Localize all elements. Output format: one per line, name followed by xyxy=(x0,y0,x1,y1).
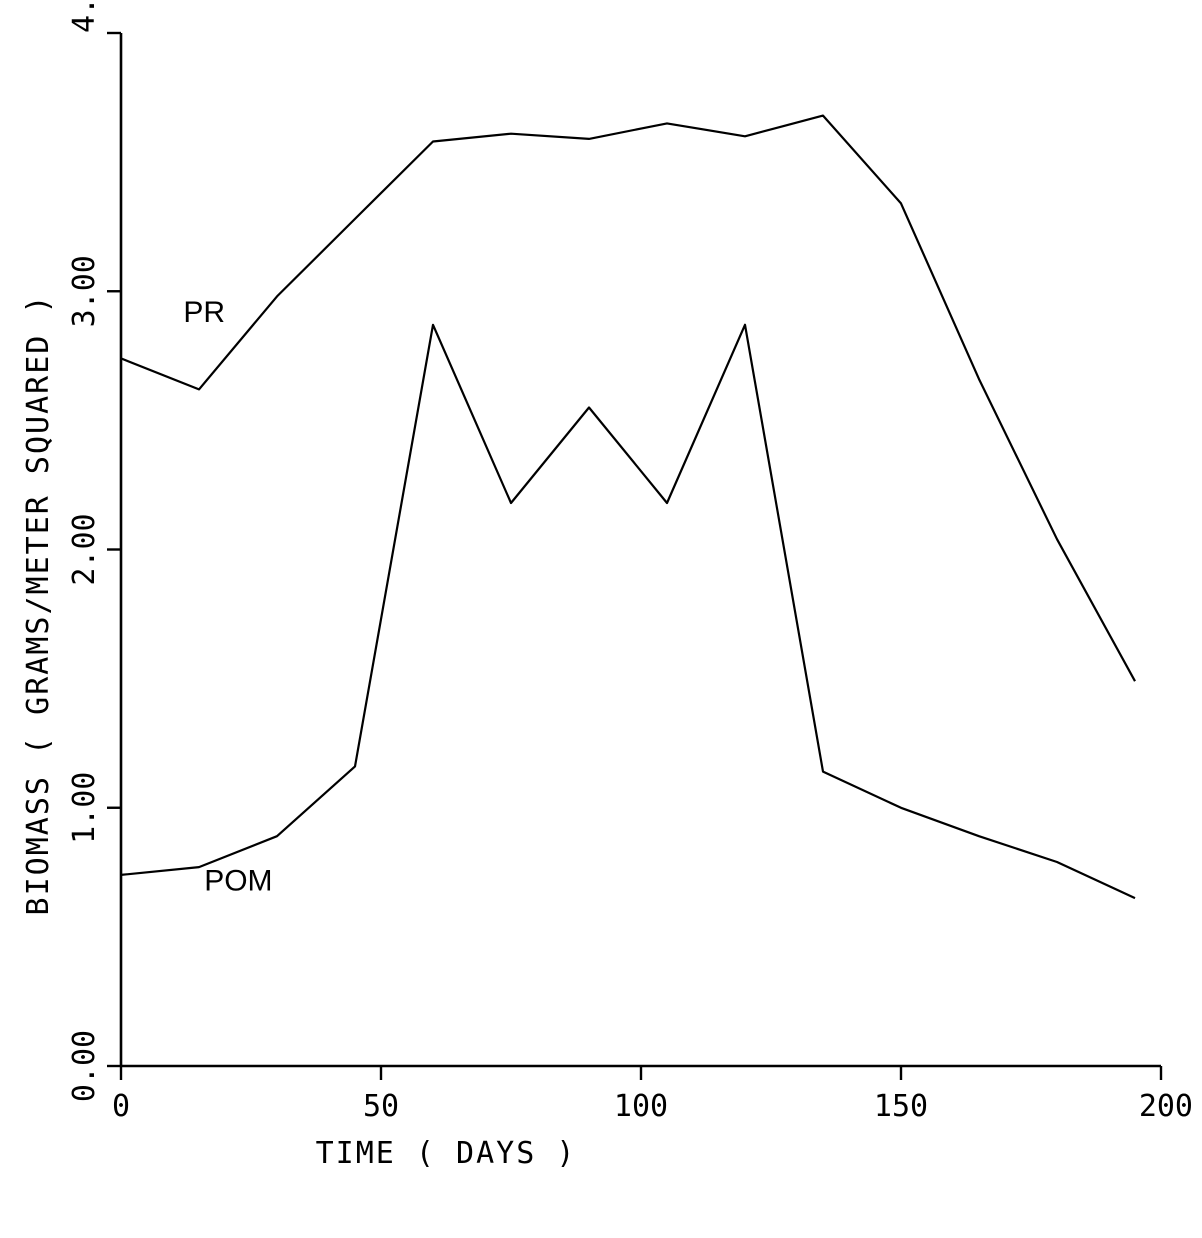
x-tick-label: 100 xyxy=(614,1089,668,1124)
series-label-pom: POM xyxy=(204,864,272,897)
series-line-pr xyxy=(120,114,1136,682)
y-axis-title: BIOMASS ( GRAMS/METER SQUARED ) xyxy=(21,294,56,916)
x-tick-label: 0 xyxy=(112,1089,130,1124)
y-tick-label: 1.00 xyxy=(67,772,102,844)
y-ticks: 0.00 1.00 2.00 3.00 4.00 xyxy=(67,0,121,1102)
x-tick-label: 200 xyxy=(1139,1089,1193,1124)
y-tick-label: 0.00 xyxy=(67,1030,102,1102)
y-tick-label: 4.00 xyxy=(67,0,102,33)
x-ticks: 0 50 100 150 200 xyxy=(112,1066,1193,1124)
series-group xyxy=(120,114,1136,900)
series-labels: PR POM xyxy=(183,296,272,897)
x-tick-label: 50 xyxy=(363,1089,399,1124)
series-label-pr: PR xyxy=(183,296,225,329)
chart-axes xyxy=(119,33,1161,1068)
series-line-pom xyxy=(120,323,1136,900)
y-tick-label: 2.00 xyxy=(67,513,102,585)
x-tick-label: 150 xyxy=(874,1089,928,1124)
y-tick-label: 3.00 xyxy=(67,255,102,327)
x-axis-title: TIME ( DAYS ) xyxy=(316,1136,577,1171)
